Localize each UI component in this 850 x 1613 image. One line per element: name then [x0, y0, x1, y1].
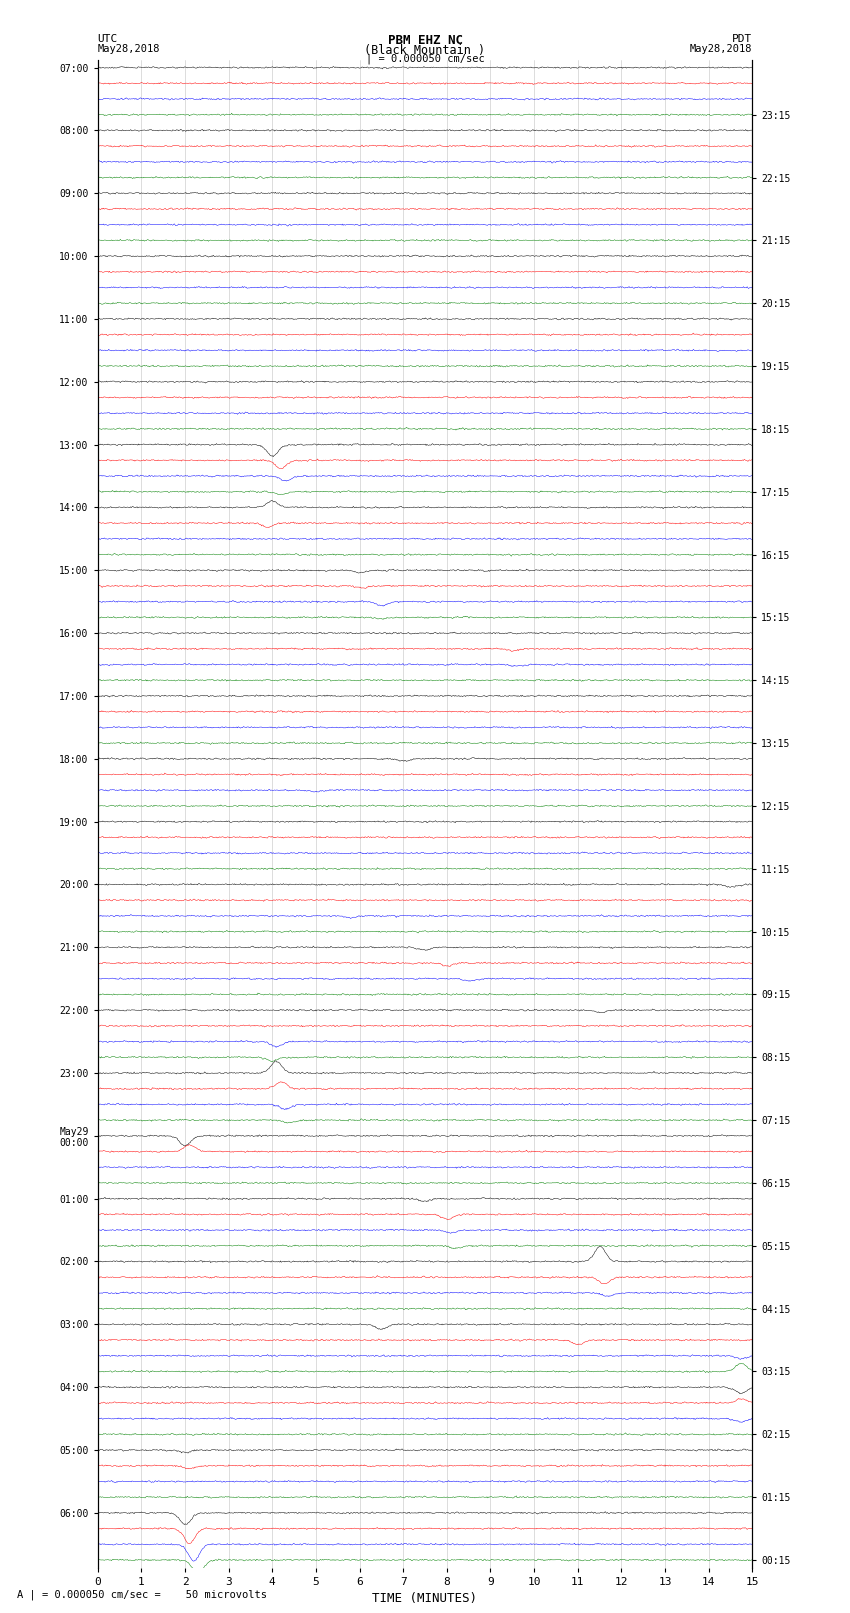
Text: (Black Mountain ): (Black Mountain ) — [365, 44, 485, 56]
Text: UTC: UTC — [98, 34, 118, 44]
Text: PBM EHZ NC: PBM EHZ NC — [388, 34, 462, 47]
Text: May28,2018: May28,2018 — [689, 44, 752, 53]
Text: PDT: PDT — [732, 34, 752, 44]
Text: A | = 0.000050 cm/sec =    50 microvolts: A | = 0.000050 cm/sec = 50 microvolts — [17, 1589, 267, 1600]
Text: | = 0.000050 cm/sec: | = 0.000050 cm/sec — [366, 53, 484, 65]
X-axis label: TIME (MINUTES): TIME (MINUTES) — [372, 1592, 478, 1605]
Text: May28,2018: May28,2018 — [98, 44, 161, 53]
